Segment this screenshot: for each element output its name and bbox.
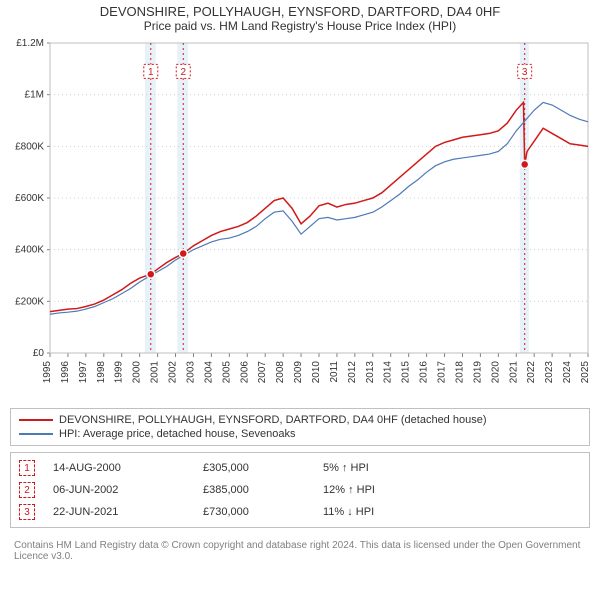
y-tick-label: £400K xyxy=(15,245,44,256)
x-tick-label: 2018 xyxy=(454,361,465,384)
transaction-row: 3 22-JUN-2021£730,00011% ↓ HPI xyxy=(19,501,581,523)
x-tick-label: 2025 xyxy=(580,361,591,384)
y-tick-label: £200K xyxy=(15,296,44,307)
chart-legend: DEVONSHIRE, POLLYHAUGH, EYNSFORD, DARTFO… xyxy=(10,408,590,446)
chart-title-main: DEVONSHIRE, POLLYHAUGH, EYNSFORD, DARTFO… xyxy=(0,0,600,19)
x-tick-label: 2015 xyxy=(401,361,412,384)
chart-titles: DEVONSHIRE, POLLYHAUGH, EYNSFORD, DARTFO… xyxy=(0,0,600,37)
x-tick-label: 2014 xyxy=(383,361,394,384)
marker-box-label: 1 xyxy=(148,67,154,78)
x-tick-label: 2024 xyxy=(562,361,573,384)
x-tick-label: 2011 xyxy=(329,361,340,383)
x-tick-label: 2022 xyxy=(526,361,537,384)
transaction-date: 22-JUN-2021 xyxy=(53,506,203,518)
x-tick-label: 2012 xyxy=(347,361,358,384)
x-tick-label: 2020 xyxy=(490,361,501,384)
x-tick-label: 1996 xyxy=(60,361,71,384)
x-tick-label: 2010 xyxy=(311,361,322,384)
transaction-date: 06-JUN-2002 xyxy=(53,484,203,496)
x-tick-label: 2008 xyxy=(275,361,286,384)
transaction-vs-hpi: 12% ↑ HPI xyxy=(323,484,443,496)
x-tick-label: 2007 xyxy=(257,361,268,384)
data-licence-note: Contains HM Land Registry data © Crown c… xyxy=(0,534,600,568)
marker-box-label: 3 xyxy=(522,67,528,78)
transaction-price: £730,000 xyxy=(203,506,323,518)
transaction-date: 14-AUG-2000 xyxy=(53,462,203,474)
y-tick-label: £0 xyxy=(33,348,45,359)
legend-swatch xyxy=(19,433,53,434)
x-tick-label: 2017 xyxy=(437,361,448,384)
x-tick-label: 1997 xyxy=(78,361,89,384)
transaction-marker-icon: 1 xyxy=(19,460,35,476)
transaction-marker-icon: 3 xyxy=(19,504,35,520)
transactions-panel: 1 14-AUG-2000£305,0005% ↑ HPI 2 06-JUN-2002… xyxy=(10,452,590,528)
x-tick-label: 2013 xyxy=(365,361,376,384)
marker-point xyxy=(521,160,529,168)
legend-swatch xyxy=(19,419,53,421)
x-tick-label: 2003 xyxy=(185,361,196,384)
transaction-price: £385,000 xyxy=(203,484,323,496)
price-chart: £0 £200K £400K £600K £800K £1M £1.2M 1995 1996 19… xyxy=(0,37,600,397)
x-tick-label: 2021 xyxy=(508,361,519,384)
x-tick-label: 2019 xyxy=(472,361,483,384)
legend-item: HPI: Average price, detached house, Seve… xyxy=(19,427,581,441)
y-tick-label: £800K xyxy=(15,141,44,152)
x-tick-label: 2002 xyxy=(168,361,179,384)
y-tick-label: £1.2M xyxy=(16,38,44,49)
transaction-vs-hpi: 5% ↑ HPI xyxy=(323,462,443,474)
transaction-vs-hpi: 11% ↓ HPI xyxy=(323,506,443,518)
y-tick-label: £600K xyxy=(15,193,44,204)
x-tick-label: 2009 xyxy=(293,361,304,384)
x-tick-label: 2005 xyxy=(221,361,232,384)
x-tick-label: 2006 xyxy=(239,361,250,384)
x-tick-label: 2004 xyxy=(203,361,214,384)
x-tick-label: 2000 xyxy=(132,361,143,384)
x-tick-label: 1995 xyxy=(42,361,53,384)
legend-item: DEVONSHIRE, POLLYHAUGH, EYNSFORD, DARTFO… xyxy=(19,413,581,427)
legend-label: HPI: Average price, detached house, Seve… xyxy=(59,428,295,440)
marker-point xyxy=(147,270,155,278)
transaction-marker-icon: 2 xyxy=(19,482,35,498)
transaction-row: 2 06-JUN-2002£385,00012% ↑ HPI xyxy=(19,479,581,501)
x-tick-label: 2016 xyxy=(419,361,430,384)
x-tick-label: 2023 xyxy=(544,361,555,384)
transaction-price: £305,000 xyxy=(203,462,323,474)
legend-label: DEVONSHIRE, POLLYHAUGH, EYNSFORD, DARTFO… xyxy=(59,414,487,426)
y-tick-label: £1M xyxy=(25,90,44,101)
x-tick-label: 2001 xyxy=(150,361,161,384)
x-tick-label: 1998 xyxy=(96,361,107,384)
chart-title-sub: Price paid vs. HM Land Registry's House … xyxy=(0,19,600,37)
marker-point xyxy=(179,250,187,258)
x-tick-label: 1999 xyxy=(114,361,125,384)
marker-box-label: 2 xyxy=(180,67,186,78)
transaction-row: 1 14-AUG-2000£305,0005% ↑ HPI xyxy=(19,457,581,479)
